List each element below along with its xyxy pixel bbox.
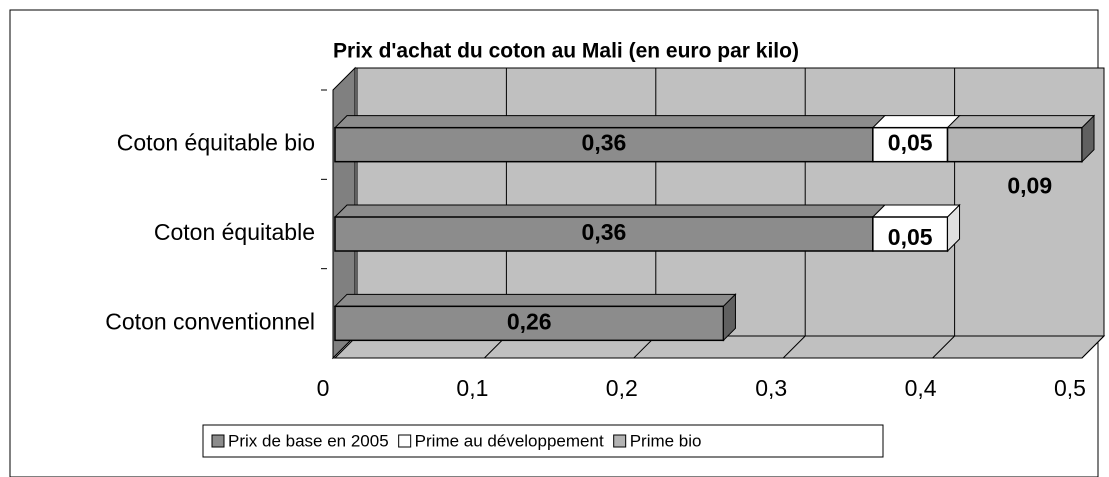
bar [334,305,725,342]
bar-top [333,293,737,307]
legend-swatch [398,434,412,448]
legend-swatch [211,434,225,448]
value-label: 0,05 [888,224,933,250]
bar-top [333,204,887,218]
legend-box [202,424,884,458]
bar-top [333,115,887,129]
bar-side [947,203,961,253]
value-label: 0,26 [507,308,552,334]
value-label: 0,36 [582,130,627,156]
x-tick-label: 0,2 [606,375,638,401]
bar-top [871,115,961,129]
x-tick-label: 0,3 [755,375,787,401]
floor-grid-line [782,335,806,359]
x-tick-label: 0,4 [905,375,937,401]
legend-label: Prime bio [630,431,702,450]
value-label: 0,05 [888,130,933,156]
bar [946,126,1083,163]
floor-grid-line [932,335,955,359]
x-tick-label: 0,5 [1054,375,1086,401]
chart-title: Prix d'achat du coton au Mali (en euro p… [333,40,799,63]
bar-side [722,293,736,342]
legend-swatch [613,434,627,448]
y-tick-label: Coton équitable bio [117,130,315,156]
value-label: 0,36 [582,219,627,245]
value-label: 0,09 [1007,173,1052,199]
y-tick-label: Coton équitable [154,219,315,245]
legend-label: Prix de base en 2005 [228,431,389,450]
legend-label: Prime au développement [415,431,604,450]
bar [872,216,949,252]
bar-top [946,115,1096,129]
bar-top [871,204,961,218]
y-tick-label: Coton conventionnel [105,308,315,334]
x-tick-label: 0,1 [456,375,488,401]
bar [334,126,874,163]
floor-grid-line [1081,335,1105,359]
x-tick-label: 0 [317,375,330,401]
bar-side [1081,114,1095,163]
bar [872,126,949,163]
